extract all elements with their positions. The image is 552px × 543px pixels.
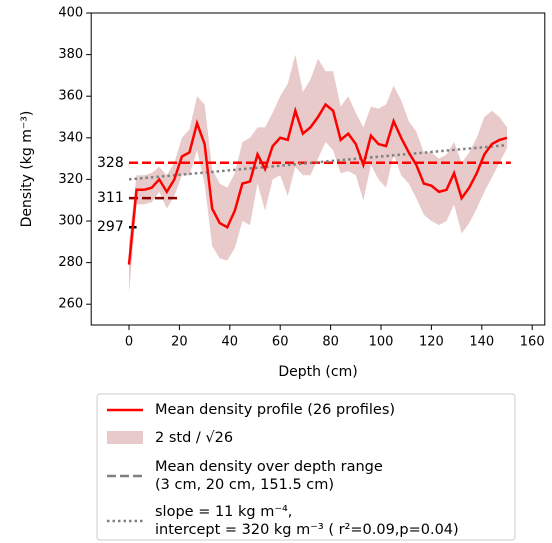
- y-tick-label: 380: [58, 47, 83, 62]
- mean-label: 328: [97, 155, 124, 171]
- x-tick-label: 120: [419, 335, 444, 350]
- x-tick-label: 60: [272, 335, 289, 350]
- y-tick-label: 340: [58, 130, 83, 145]
- x-tick-label: 20: [171, 335, 188, 350]
- y-tick-label: 260: [58, 297, 83, 312]
- y-tick-label: 400: [58, 6, 83, 21]
- x-axis-label: Depth (cm): [278, 364, 357, 380]
- legend-label: 2 std / √26: [155, 430, 233, 446]
- legend-label: Mean density over depth range: [155, 459, 383, 475]
- x-tick-label: 0: [125, 335, 133, 350]
- mean-label: 311: [97, 190, 124, 206]
- legend-box: [96, 393, 516, 541]
- y-tick-label: 360: [58, 89, 83, 104]
- x-tick-label: 160: [520, 335, 545, 350]
- x-tick-label: 140: [469, 335, 494, 350]
- mean-label: 297: [97, 219, 124, 235]
- x-tick-label: 80: [322, 335, 339, 350]
- y-tick-label: 320: [58, 172, 83, 187]
- x-tick-label: 100: [369, 335, 394, 350]
- legend-label: intercept = 320 kg m⁻³ ( r²=0.09,p=0.04): [155, 522, 459, 538]
- y-tick-label: 300: [58, 214, 83, 229]
- x-tick-label: 40: [222, 335, 239, 350]
- y-tick-label: 280: [58, 255, 83, 270]
- legend-label: Mean density profile (26 profiles): [155, 402, 395, 418]
- std-band: [129, 54, 507, 294]
- plot-frame: [90, 12, 546, 326]
- legend-label: slope = 11 kg m⁻⁴,: [155, 504, 292, 520]
- legend-swatch: [107, 431, 143, 444]
- legend-label: (3 cm, 20 cm, 151.5 cm): [155, 477, 334, 493]
- profile-line: [127, 102, 508, 265]
- y-axis-label: Density (kg m⁻³): [19, 111, 35, 228]
